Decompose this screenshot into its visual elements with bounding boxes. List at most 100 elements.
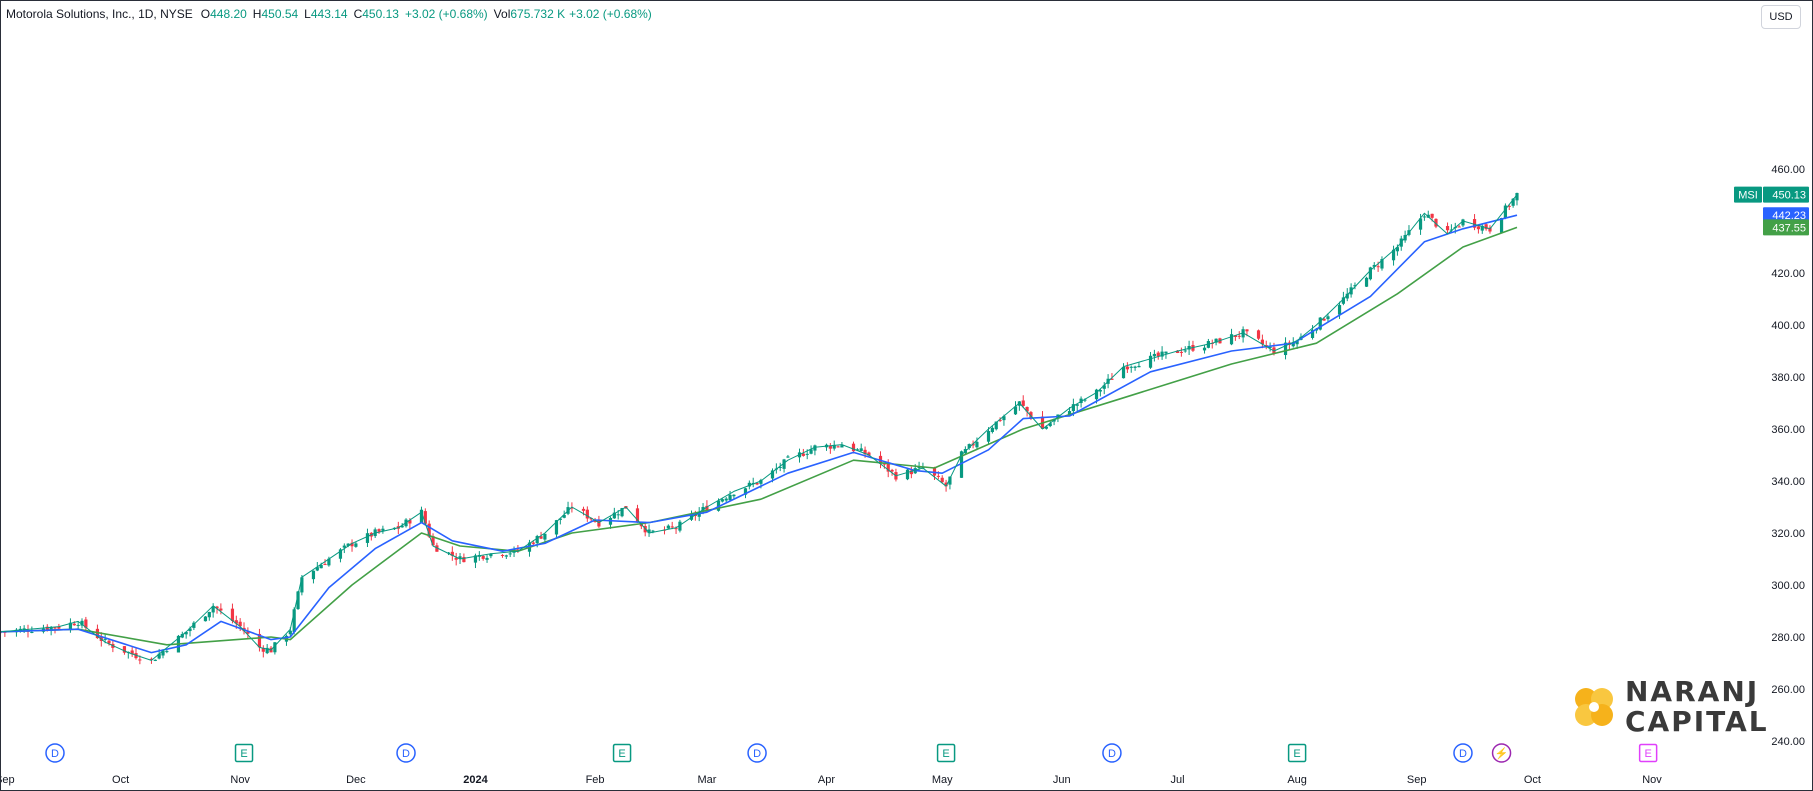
earnings-marker[interactable]: E [234, 743, 254, 763]
candle-body [720, 499, 724, 502]
candle-body [203, 616, 208, 622]
candle-body [859, 448, 863, 451]
candle-body [219, 608, 223, 611]
candle-body [1268, 346, 1272, 348]
upcoming_earnings-marker[interactable]: E [1638, 743, 1658, 763]
candle-body [828, 445, 832, 449]
candle-body [238, 621, 242, 627]
candle-body [230, 608, 235, 621]
candle-body [1233, 335, 1237, 337]
candle-body [365, 533, 370, 543]
candle-body [616, 514, 620, 516]
x-tick-label: Apr [818, 774, 835, 786]
candle-body [1337, 305, 1342, 315]
candle-body [593, 520, 597, 522]
earnings-marker[interactable]: E [612, 743, 632, 763]
candle-body [747, 482, 751, 487]
candle-body [323, 564, 327, 566]
candle-body [1160, 351, 1164, 357]
dividend-marker-shape [1102, 743, 1122, 763]
price-label-symbol: MSI [1738, 190, 1758, 202]
x-tick-label: Nov [230, 774, 250, 786]
price-label-symbol-box [1734, 186, 1762, 203]
y-tick-label: 320.00 [1771, 528, 1805, 540]
price-label-value: 442.23 [1772, 210, 1806, 222]
candle-body [1430, 213, 1434, 218]
candle-body [1079, 398, 1083, 404]
event-markers[interactable]: D E D E D E D E D ⚡ E [45, 743, 1658, 763]
candle-body [57, 626, 61, 629]
x-tick-label: Dec [346, 774, 366, 786]
candle-body [1021, 400, 1025, 406]
candle-body [1380, 259, 1384, 269]
candle-body [948, 476, 952, 485]
candle-body [1310, 329, 1315, 338]
candle-body [1391, 249, 1396, 261]
candle-body [180, 634, 184, 638]
candle-body [531, 542, 535, 544]
upcoming_earnings-marker-label: E [1644, 748, 1651, 760]
y-tick-label: 240.00 [1771, 736, 1805, 748]
earnings-marker-shape [1287, 743, 1307, 763]
price-axis[interactable]: 240.00 260.00 280.00 300.00 320.00 340.00 360.… [1771, 164, 1805, 748]
y-tick-label: 380.00 [1771, 372, 1805, 384]
y-tick-label: 260.00 [1771, 684, 1805, 696]
candle-body [215, 606, 219, 609]
candle-body [338, 549, 343, 559]
candle-body [1229, 334, 1234, 345]
candle-body [1044, 426, 1048, 429]
candle-body [1110, 378, 1114, 380]
dividend-marker[interactable]: D [396, 743, 416, 763]
candle-body [1499, 218, 1504, 233]
candle-body [1372, 264, 1376, 267]
candle-body [138, 659, 142, 661]
candle-body [122, 646, 127, 653]
candle-body [431, 536, 435, 546]
candle-body [346, 543, 350, 546]
earnings-marker[interactable]: E [936, 743, 956, 763]
dividend-marker-shape [1453, 743, 1473, 763]
candle-body [1376, 266, 1380, 268]
close-key: C [353, 7, 363, 21]
dividend-marker-shape [396, 743, 416, 763]
candle-body [863, 449, 867, 455]
candle-body [851, 443, 856, 452]
candle-body [716, 500, 721, 511]
currency-button[interactable]: USD [1761, 5, 1801, 29]
candle-body [905, 469, 910, 480]
x-tick-label: Aug [1287, 774, 1307, 786]
candle-body [1395, 247, 1400, 252]
candle-body [886, 462, 890, 472]
dividend-marker[interactable]: D [45, 743, 65, 763]
candle-body [80, 620, 84, 626]
time-axis[interactable]: Sep Oct Nov Dec 2024 Feb Mar Apr May Jun Jul Aug Sep… [1, 774, 1662, 786]
candle-body [1457, 226, 1461, 228]
x-tick-label: Oct [112, 774, 129, 786]
candle-body [1484, 224, 1488, 230]
dividend-marker[interactable]: D [747, 743, 767, 763]
candle-body [1295, 340, 1299, 345]
x-tick-label: May [932, 774, 953, 786]
dividend-marker[interactable]: D [1102, 743, 1122, 763]
earnings-marker[interactable]: E [1287, 743, 1307, 763]
volume-value: 675.732 K [510, 7, 566, 21]
candle-body [936, 475, 940, 477]
earnings-marker-label: E [240, 748, 247, 760]
candle-body [1256, 330, 1261, 339]
candle-body [558, 518, 562, 520]
x-tick-label: Jun [1053, 774, 1071, 786]
x-tick-label: Feb [586, 774, 605, 786]
candle-body [1183, 350, 1187, 352]
dividend-marker[interactable]: D [1453, 743, 1473, 763]
candle-body [620, 508, 624, 517]
low-key: L [304, 7, 311, 21]
split-marker[interactable]: ⚡ [1491, 743, 1512, 763]
candle-body [840, 445, 844, 448]
candle-body [543, 533, 547, 540]
naranj-capital-logo: NARANJ CAPITAL [1573, 677, 1769, 737]
logo-mark-icon [1575, 688, 1613, 726]
candle-body [1260, 339, 1264, 345]
candle-body [473, 555, 478, 563]
